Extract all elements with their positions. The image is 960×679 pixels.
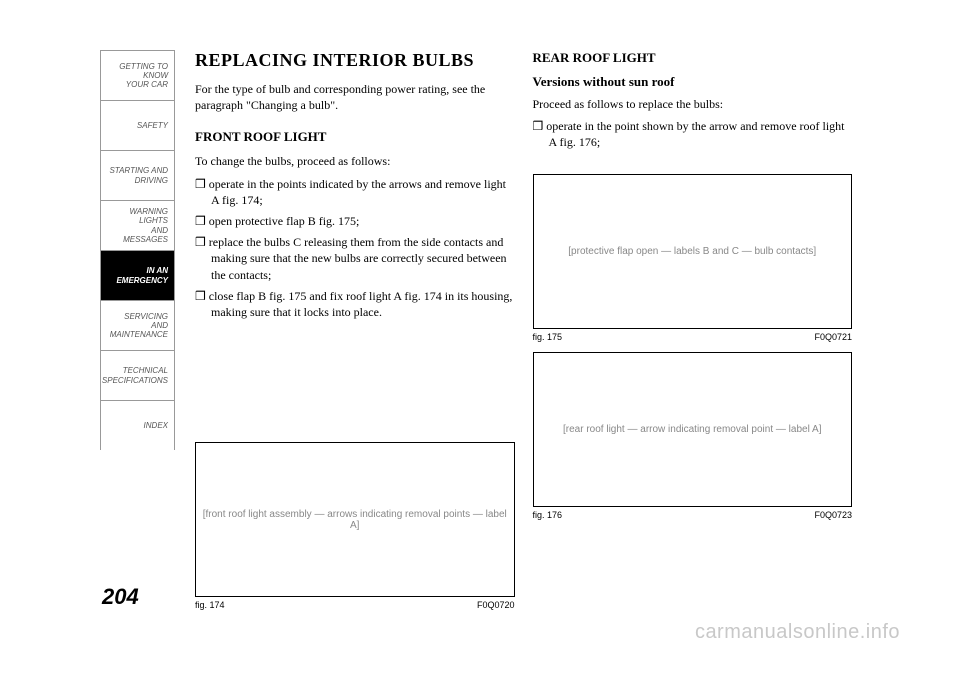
spacer: [195, 325, 515, 442]
page: GETTING TO KNOWYOUR CAR SAFETY STARTING …: [100, 50, 870, 610]
gap: [533, 342, 853, 352]
column-right: REAR ROOF LIGHT Versions without sun roo…: [533, 50, 871, 610]
figure-175-image: [protective flap open — labels B and C —…: [562, 240, 822, 263]
figure-176-caption: fig. 176 F0Q0723: [533, 510, 853, 520]
figure-174: [front roof light assembly — arrows indi…: [195, 442, 515, 597]
figure-174-image: [front roof light assembly — arrows indi…: [196, 503, 514, 537]
figure-176: [rear roof light — arrow indicating remo…: [533, 352, 853, 507]
bullet-item: replace the bulbs C releasing them from …: [195, 234, 515, 283]
bullet-item: close flap B fig. 175 and fix roof light…: [195, 288, 515, 320]
nav-in-an-emergency[interactable]: IN ANEMERGENCY: [100, 250, 175, 300]
nav-servicing[interactable]: SERVICING ANDMAINTENANCE: [100, 300, 175, 350]
nav-index[interactable]: INDEX: [100, 400, 175, 450]
watermark: carmanualsonline.info: [695, 621, 900, 644]
figure-175-caption: fig. 175 F0Q0721: [533, 332, 853, 342]
fig-code: F0Q0723: [814, 510, 852, 520]
bullet-item: operate in the points indicated by the a…: [195, 176, 515, 208]
fig-label: fig. 174: [195, 600, 225, 610]
fig-code: F0Q0720: [477, 600, 515, 610]
nav-safety[interactable]: SAFETY: [100, 100, 175, 150]
heading-front-roof: FRONT ROOF LIGHT: [195, 129, 515, 145]
page-number: 204: [100, 584, 175, 610]
heading-main: REPLACING INTERIOR BULBS: [195, 50, 515, 71]
nav-getting-to-know[interactable]: GETTING TO KNOWYOUR CAR: [100, 50, 175, 100]
bullet-item: operate in the point shown by the arrow …: [533, 118, 853, 150]
intro-text: For the type of bulb and corresponding p…: [195, 81, 515, 113]
front-roof-lead: To change the bulbs, proceed as follows:: [195, 153, 515, 169]
fig-label: fig. 176: [533, 510, 563, 520]
content-area: REPLACING INTERIOR BULBS For the type of…: [175, 50, 870, 610]
bullet-item: open protective flap B fig. 175;: [195, 213, 515, 229]
nav-warning-lights[interactable]: WARNING LIGHTSAND MESSAGES: [100, 200, 175, 250]
fig-code: F0Q0721: [814, 332, 852, 342]
column-left: REPLACING INTERIOR BULBS For the type of…: [195, 50, 533, 610]
figure-175: [protective flap open — labels B and C —…: [533, 174, 853, 329]
nav-technical-specs[interactable]: TECHNICALSPECIFICATIONS: [100, 350, 175, 400]
heading-rear-roof: REAR ROOF LIGHT: [533, 50, 853, 66]
heading-versions: Versions without sun roof: [533, 74, 853, 90]
rear-roof-lead: Proceed as follows to replace the bulbs:: [533, 96, 853, 112]
nav-starting-driving[interactable]: STARTING ANDDRIVING: [100, 150, 175, 200]
sidebar-nav: GETTING TO KNOWYOUR CAR SAFETY STARTING …: [100, 50, 175, 610]
figure-176-image: [rear roof light — arrow indicating remo…: [557, 418, 827, 441]
figure-174-caption: fig. 174 F0Q0720: [195, 600, 515, 610]
gap: [533, 156, 853, 174]
fig-label: fig. 175: [533, 332, 563, 342]
